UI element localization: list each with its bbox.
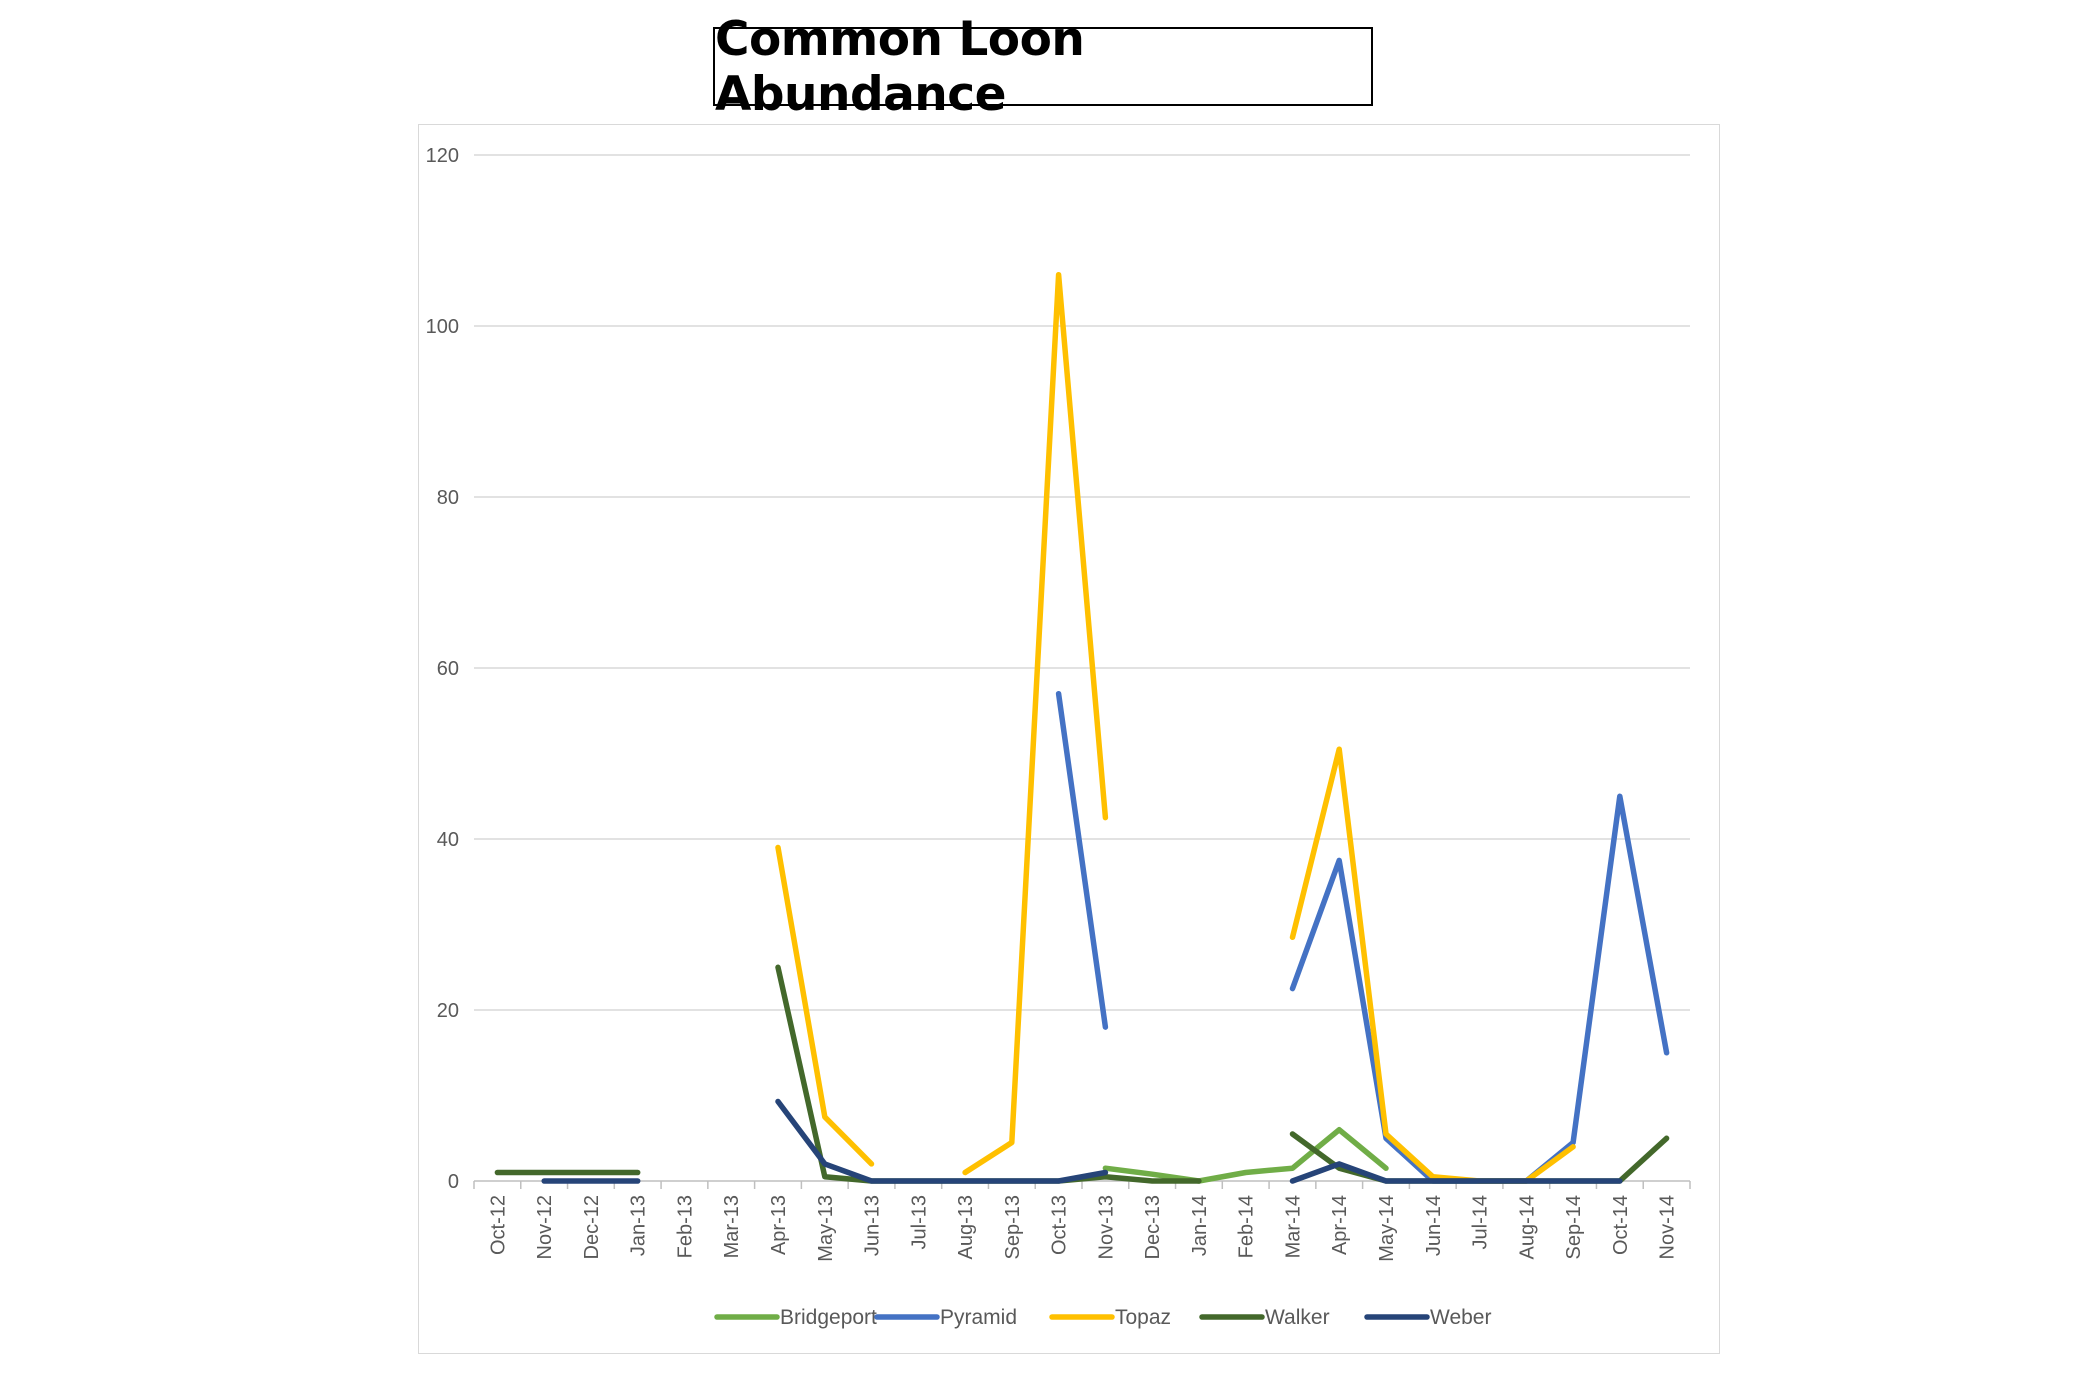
- x-tick-label: Jan-14: [1189, 1195, 1211, 1256]
- line-chart: 0 20 40 60 80 100 120 Oct-12 Nov-12 Dec-12 Jan-13 F…: [426, 145, 1691, 1329]
- x-tick-label: Mar-14: [1282, 1195, 1304, 1258]
- legend-label: Walker: [1265, 1306, 1330, 1329]
- y-tick-label: 120: [426, 145, 459, 167]
- x-tick-label: May-13: [815, 1195, 837, 1262]
- y-tick-label: 20: [437, 1000, 459, 1022]
- x-tick-label: Aug-14: [1516, 1195, 1538, 1260]
- series-lines: [494, 271, 1670, 1184]
- x-tick-label: Mar-13: [721, 1195, 743, 1258]
- legend-label: Bridgeport: [780, 1306, 877, 1329]
- chart-title-box: Common Loon Abundance: [713, 12, 1373, 122]
- x-tick-label: Jan-13: [628, 1195, 650, 1256]
- x-tick-label: Oct-14: [1610, 1195, 1632, 1255]
- x-tick-label: Jun-13: [862, 1195, 884, 1256]
- x-tick-label: May-14: [1376, 1195, 1398, 1262]
- legend-label: Weber: [1430, 1306, 1491, 1329]
- x-tick-label: Dec-12: [581, 1195, 603, 1259]
- x-tick-label: Jun-14: [1423, 1195, 1445, 1256]
- x-tick-label: Nov-14: [1657, 1195, 1679, 1259]
- legend-label: Topaz: [1115, 1306, 1171, 1329]
- chart-area: 0 20 40 60 80 100 120 Oct-12 Nov-12 Dec-12 Jan-13 F…: [418, 124, 1720, 1354]
- y-tick-label: 60: [437, 658, 459, 680]
- x-tick-label: Oct-13: [1049, 1195, 1071, 1255]
- legend-item-bridgeport: Bridgeport: [714, 1306, 877, 1329]
- x-tick-label: Jul-14: [1470, 1195, 1492, 1249]
- x-tick-label: Aug-13: [955, 1195, 977, 1260]
- y-tick-label: 0: [448, 1171, 459, 1193]
- legend-label: Pyramid: [940, 1306, 1017, 1329]
- y-tick-label: 100: [426, 316, 459, 338]
- series-line-bridgeport: [1102, 1126, 1389, 1184]
- x-tick-label: Apr-13: [768, 1195, 790, 1255]
- x-tick-label: Dec-13: [1142, 1195, 1164, 1259]
- x-tick-label: Nov-12: [534, 1195, 556, 1259]
- series-line-walker: [494, 964, 1670, 1184]
- x-tick-label: Feb-14: [1236, 1195, 1258, 1258]
- x-tick-label: Feb-13: [674, 1195, 696, 1258]
- x-tick-label: Apr-14: [1329, 1195, 1351, 1255]
- chart-title: Common Loon Abundance: [715, 11, 1085, 122]
- x-tick-label: Jul-13: [908, 1195, 930, 1249]
- y-tick-label: 40: [437, 829, 459, 851]
- x-tick-label: Sep-13: [1002, 1195, 1024, 1260]
- x-tick-label: Oct-12: [487, 1195, 509, 1255]
- legend-item-weber: Weber: [1364, 1306, 1491, 1329]
- series-line-topaz: [775, 271, 1576, 1184]
- y-tick-label: 80: [437, 487, 459, 509]
- legend-item-topaz: Topaz: [1049, 1306, 1171, 1329]
- legend: Bridgeport Pyramid Topaz Walker Weber: [714, 1306, 1491, 1329]
- series-line-weber: [541, 1098, 1623, 1184]
- gridlines: [474, 154, 1690, 1011]
- legend-item-walker: Walker: [1199, 1306, 1330, 1329]
- legend-item-pyramid: Pyramid: [874, 1306, 1017, 1329]
- x-tick-label: Nov-13: [1095, 1195, 1117, 1259]
- x-tick-label: Sep-14: [1563, 1195, 1585, 1260]
- axes: 0 20 40 60 80 100 120 Oct-12 Nov-12 Dec-12 Jan-13 F…: [426, 145, 1691, 1262]
